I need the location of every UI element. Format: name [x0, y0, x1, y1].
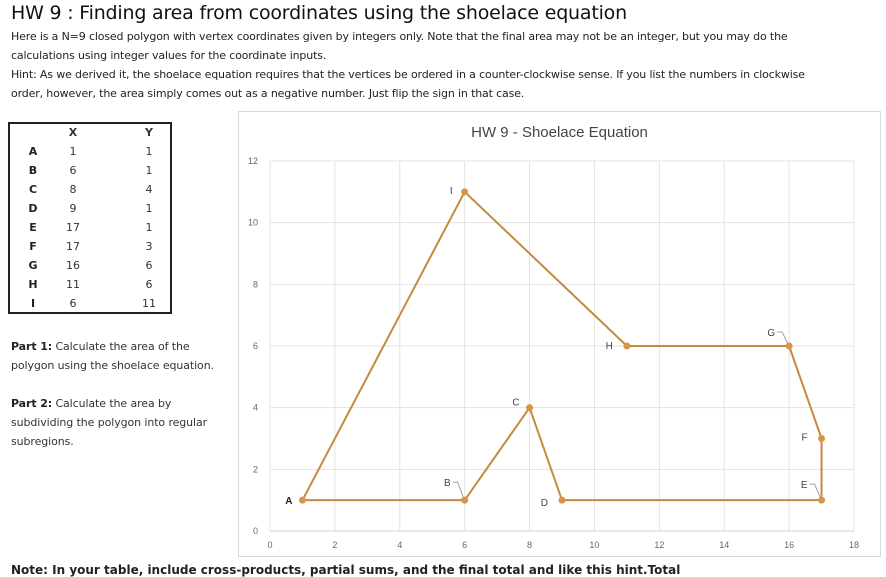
polygon-line — [301, 190, 823, 502]
x-tick-label: 12 — [654, 540, 664, 550]
x-cell: 1 — [69, 145, 77, 158]
x-tick-label: 16 — [784, 540, 794, 550]
data-point-b — [461, 496, 469, 504]
page-title: HW 9 : Finding area from coordinates usi… — [11, 2, 627, 24]
data-point-e — [818, 496, 826, 504]
point-label-g: G — [767, 328, 775, 339]
x-cell: 6 — [69, 297, 77, 310]
data-point-c — [526, 404, 534, 412]
part-2-text-2: subdividing the polygon into regular — [11, 416, 208, 429]
x-tick-label: 18 — [849, 540, 859, 550]
table-row: G 16 6 — [10, 259, 170, 278]
vertex-label: G — [28, 259, 38, 272]
y-tick-label: 8 — [253, 279, 258, 289]
x-cell: 6 — [69, 164, 77, 177]
table-row: F 17 3 — [10, 240, 170, 259]
shoelace-chart: HW 9 - Shoelace Equation 0 2 4 6 8 10 12 14 16 18… — [238, 111, 881, 557]
vertex-label: A — [28, 145, 38, 158]
part-1-text-2: polygon using the shoelace equation. — [11, 359, 214, 372]
x-tick-label: 4 — [397, 540, 402, 550]
vertex-label: H — [28, 278, 38, 291]
x-cell: 9 — [69, 202, 77, 215]
data-point-g — [785, 342, 793, 350]
y-cell: 1 — [145, 202, 153, 215]
data-point-i — [461, 188, 469, 196]
point-label-c: C — [512, 398, 519, 409]
part-1-label: Part 1: — [11, 340, 53, 353]
y-cell: 11 — [142, 297, 156, 310]
data-point-d — [558, 496, 566, 504]
table-row: D 9 1 — [10, 202, 170, 221]
x-cell: 11 — [66, 278, 80, 291]
x-tick-label: 14 — [719, 540, 729, 550]
vertex-label: I — [30, 297, 36, 310]
y-cell: 1 — [145, 221, 153, 234]
point-label-a: A — [285, 496, 292, 507]
point-label-f: F — [801, 433, 807, 444]
x-tick-label: 6 — [462, 540, 467, 550]
data-point-f — [818, 435, 826, 442]
hint-line-2: order, however, the area simply comes ou… — [11, 87, 525, 100]
chart-title: HW 9 - Shoelace Equation — [471, 124, 648, 141]
hint-line-1: Hint: As we derived it, the shoelace equ… — [11, 68, 805, 81]
y-tick-label: 10 — [248, 218, 258, 228]
x-tick-label: 2 — [332, 540, 337, 550]
vertex-label: D — [28, 202, 38, 215]
y-cell: 6 — [145, 259, 153, 272]
label-leader-line — [452, 481, 465, 499]
table-row: C 8 4 — [10, 183, 170, 202]
data-point-a — [298, 496, 306, 504]
part-2-text: Calculate the area by — [52, 397, 172, 410]
chart-plot-area: 0 2 4 6 8 10 12 14 16 18 0 2 4 6 8 10 12 A B C D E F G H I — [248, 156, 859, 550]
vertex-label: E — [29, 221, 37, 234]
part-1-instructions: Part 1: Calculate the area of the polygo… — [11, 337, 241, 375]
header-x: X — [68, 126, 78, 139]
point-label-b: B — [444, 478, 451, 489]
table-row: I 6 11 — [10, 297, 170, 316]
point-label-h: H — [606, 341, 613, 352]
x-tick-label: 10 — [589, 540, 599, 550]
part-2-instructions: Part 2: Calculate the area by subdividin… — [11, 394, 241, 451]
y-tick-label: 4 — [253, 403, 258, 413]
cropped-note-text: Note: In your table, include cross-produ… — [11, 563, 681, 577]
vertex-label: B — [28, 164, 38, 177]
label-leader-line — [809, 483, 822, 499]
x-cell: 17 — [66, 240, 80, 253]
x-cell: 17 — [66, 221, 80, 234]
intro-line-2: calculations using integer values for th… — [11, 49, 327, 62]
table-row: A 1 1 — [10, 145, 170, 164]
y-cell: 1 — [145, 145, 153, 158]
x-cell: 8 — [69, 183, 77, 196]
table-row: E 17 1 — [10, 221, 170, 240]
y-tick-label: 2 — [253, 464, 258, 474]
table-row: B 6 1 — [10, 164, 170, 183]
x-tick-label: 8 — [527, 540, 532, 550]
y-cell: 3 — [145, 240, 153, 253]
y-tick-label: 0 — [253, 526, 258, 536]
vertex-label: C — [28, 183, 38, 196]
y-tick-label: 6 — [253, 341, 258, 351]
table-header-row: X Y — [10, 126, 170, 145]
y-tick-label: 12 — [248, 156, 258, 166]
data-point-h — [623, 342, 631, 350]
table-row: H 11 6 — [10, 278, 170, 297]
y-cell: 1 — [145, 164, 153, 177]
intro-line-1: Here is a N=9 closed polygon with vertex… — [11, 30, 788, 43]
point-label-e: E — [801, 480, 808, 491]
vertex-label: F — [29, 240, 37, 253]
label-leader-line — [777, 331, 789, 345]
y-cell: 6 — [145, 278, 153, 291]
y-cell: 4 — [145, 183, 153, 196]
point-label-d: D — [541, 498, 548, 509]
point-label-i: I — [450, 186, 453, 197]
x-cell: 16 — [66, 259, 80, 272]
part-2-text-3: subregions. — [11, 435, 74, 448]
header-y: Y — [145, 126, 153, 139]
part-2-label: Part 2: — [11, 397, 53, 410]
x-tick-label: 0 — [267, 540, 272, 550]
part-1-text: Calculate the area of the — [52, 340, 190, 353]
